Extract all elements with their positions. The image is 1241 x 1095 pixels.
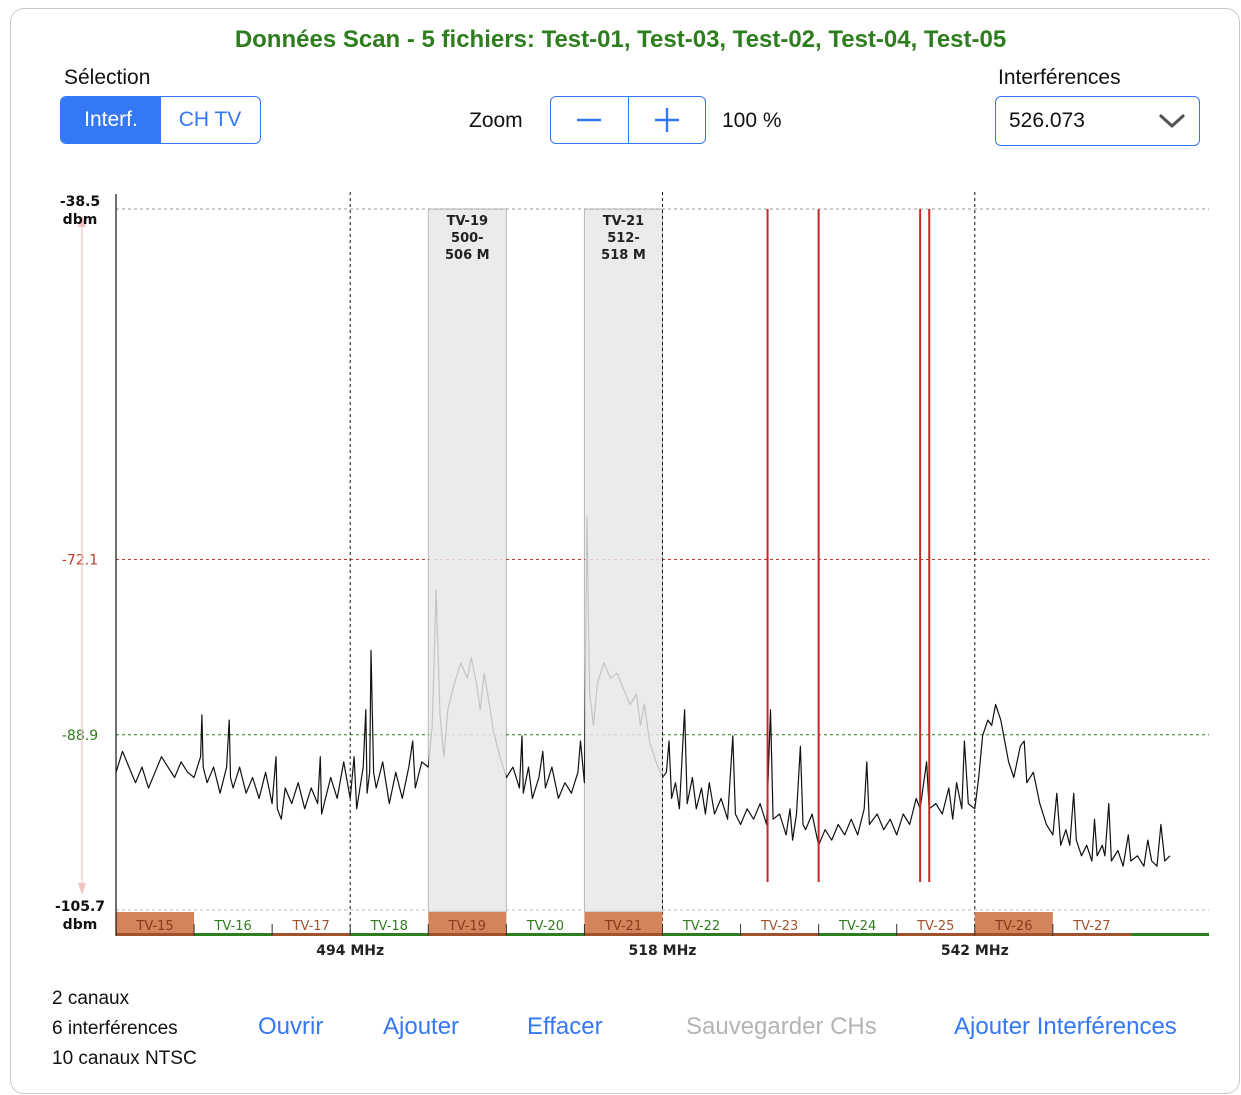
zoom-label: Zoom [469,109,523,132]
stat-interferences: 6 interférences [52,1018,178,1039]
interferences-select-value: 526.073 [1009,109,1085,132]
clear-button[interactable]: Effacer [527,1013,603,1040]
minus-icon [577,118,602,122]
selection-segmented-control: Interf. CH TV [60,96,261,144]
page-title: Données Scan - 5 fichiers: Test-01, Test… [234,26,1007,53]
plus-icon [654,108,679,132]
add-button[interactable]: Ajouter [383,1013,460,1040]
interferences-label: Interférences [998,66,1121,89]
stat-channels: 2 canaux [52,988,130,1009]
zoom-in-button[interactable] [627,97,706,143]
interferences-select[interactable]: 526.073 [995,96,1200,146]
zoom-stepper [550,96,706,144]
segment-ch-tv[interactable]: CH TV [178,108,242,131]
open-button[interactable]: Ouvrir [258,1013,324,1040]
selection-label: Sélection [64,66,151,89]
add-interferences-button[interactable]: Ajouter Interférences [954,1013,1177,1040]
stat-ntsc: 10 canaux NTSC [52,1048,197,1069]
save-channels-button[interactable]: Sauvegarder CHs [686,1013,877,1040]
main-panel [10,8,1240,1094]
chevron-down-icon [1159,114,1185,128]
segment-interf[interactable]: Interf. [61,97,161,143]
zoom-value: 100 % [722,109,782,132]
zoom-out-button[interactable] [551,97,628,143]
